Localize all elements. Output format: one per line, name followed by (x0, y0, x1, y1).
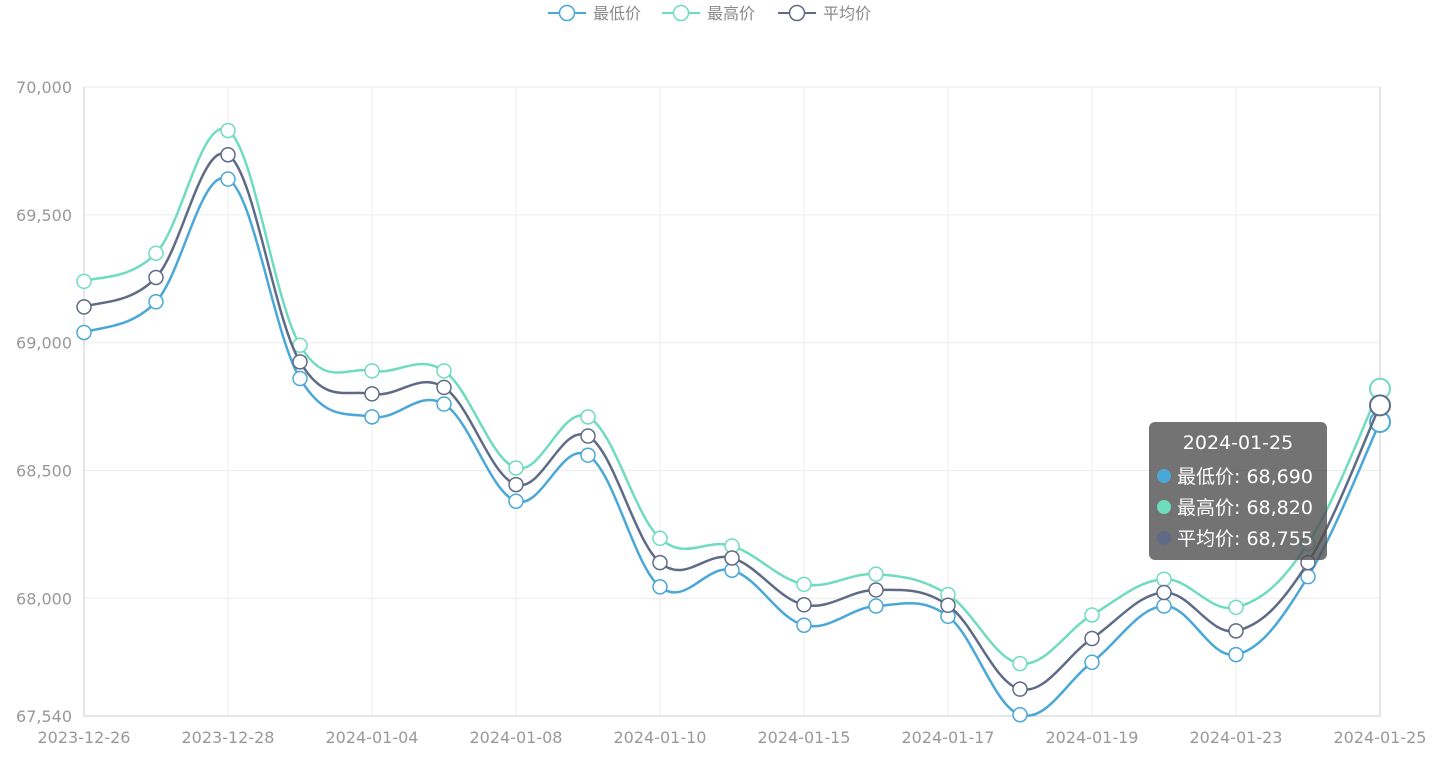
data-point (76, 299, 92, 315)
data-point (148, 269, 164, 286)
tooltip-row-low: 最低价: 68,690 (1157, 460, 1327, 491)
tooltip-label-low: 最低价: 68,690 (1177, 466, 1313, 488)
data-point (868, 566, 884, 582)
data-point (220, 171, 236, 187)
y-tick-label: 70,000 (16, 78, 72, 97)
data-point (1084, 654, 1100, 671)
data-point (1156, 584, 1172, 601)
x-tick-label: 2024-01-19 (1046, 728, 1139, 747)
data-point (76, 273, 92, 290)
data-point (1156, 571, 1172, 587)
series-1 (76, 171, 1391, 723)
data-point (148, 294, 164, 310)
tooltip-label-high: 最高价: 68,820 (1177, 497, 1313, 519)
x-tick-label: 2024-01-15 (758, 728, 851, 747)
data-point (1228, 599, 1244, 616)
data-point (436, 396, 452, 412)
data-point (508, 476, 524, 493)
tooltip-row-avg: 平均价: 68,755 (1157, 522, 1327, 553)
series-line (83, 127, 1382, 665)
y-tick-label: 67,540 (16, 707, 72, 726)
data-point (1228, 623, 1244, 639)
data-point (940, 597, 956, 614)
legend-item-1[interactable]: 最低价 (548, 4, 641, 23)
data-point (508, 493, 524, 509)
data-point (796, 576, 812, 593)
data-point (436, 363, 452, 379)
tooltip-dot-high (1157, 499, 1171, 514)
data-point (868, 598, 884, 614)
x-tick-label: 2024-01-04 (326, 728, 419, 747)
data-point (652, 579, 668, 595)
data-point (1012, 655, 1028, 672)
data-point (652, 554, 668, 571)
tooltip: 2024-01-25 最低价: 68,690 最高价: 68,820 平均价: … (1149, 422, 1327, 560)
x-tick-label: 2023-12-26 (38, 728, 131, 747)
y-tick-label: 69,500 (16, 206, 72, 225)
axes: 67,540 68,000 68,500 69,000 69,500 70,000 2023… (16, 78, 1426, 747)
data-point (1228, 646, 1244, 663)
data-point (1012, 706, 1028, 723)
tooltip-dot-avg (1157, 530, 1171, 545)
data-point (1084, 607, 1100, 623)
data-point (220, 147, 236, 163)
series-2 (76, 122, 1391, 672)
y-tick-label: 68,500 (16, 462, 72, 481)
data-point (76, 324, 92, 341)
data-point (220, 122, 236, 139)
data-point (148, 245, 164, 261)
data-point (652, 530, 668, 547)
legend-item-2[interactable]: 最高价 (662, 4, 755, 23)
legend-swatch-marker (558, 4, 576, 22)
x-tick-label: 2024-01-23 (1190, 728, 1283, 747)
data-point (580, 409, 596, 425)
data-point (796, 617, 812, 633)
legend-label: 平均价 (823, 4, 871, 23)
legend-swatch-marker (788, 4, 806, 22)
legend[interactable]: 最低价 最高价 平均价 (548, 4, 871, 23)
x-tick-label: 2023-12-28 (182, 728, 275, 747)
data-point (868, 582, 884, 598)
data-point (292, 354, 308, 370)
data-point (364, 386, 380, 402)
grid-lines (84, 86, 1381, 716)
data-point (436, 379, 452, 396)
y-tick-label: 69,000 (16, 334, 72, 353)
data-point (364, 409, 380, 425)
data-point (1084, 630, 1100, 647)
x-tick-label: 2024-01-25 (1334, 728, 1427, 747)
data-point (796, 597, 812, 613)
tooltip-label-avg: 平均价: 68,755 (1177, 528, 1313, 550)
x-tick-label: 2024-01-10 (614, 728, 707, 747)
y-tick-label: 68,000 (16, 589, 72, 608)
tooltip-dot-low (1157, 468, 1171, 483)
legend-label: 最低价 (593, 4, 641, 23)
tooltip-row-high: 最高价: 68,820 (1157, 491, 1327, 522)
data-point (1156, 598, 1172, 614)
series-3 (76, 147, 1391, 697)
data-point (724, 550, 740, 566)
tooltip-title: 2024-01-25 (1182, 432, 1294, 454)
data-point (580, 428, 596, 444)
legend-label: 最高价 (707, 4, 755, 23)
data-point (1369, 394, 1391, 417)
data-point (580, 447, 596, 463)
data-point (292, 370, 308, 387)
x-tick-label: 2024-01-08 (470, 728, 563, 747)
legend-swatch-marker (672, 4, 690, 22)
data-point (508, 460, 524, 476)
data-point (364, 363, 380, 379)
series-layer[interactable] (76, 122, 1391, 723)
data-point (1012, 681, 1028, 697)
legend-item-3[interactable]: 平均价 (778, 4, 871, 23)
x-tick-label: 2024-01-17 (902, 728, 995, 747)
